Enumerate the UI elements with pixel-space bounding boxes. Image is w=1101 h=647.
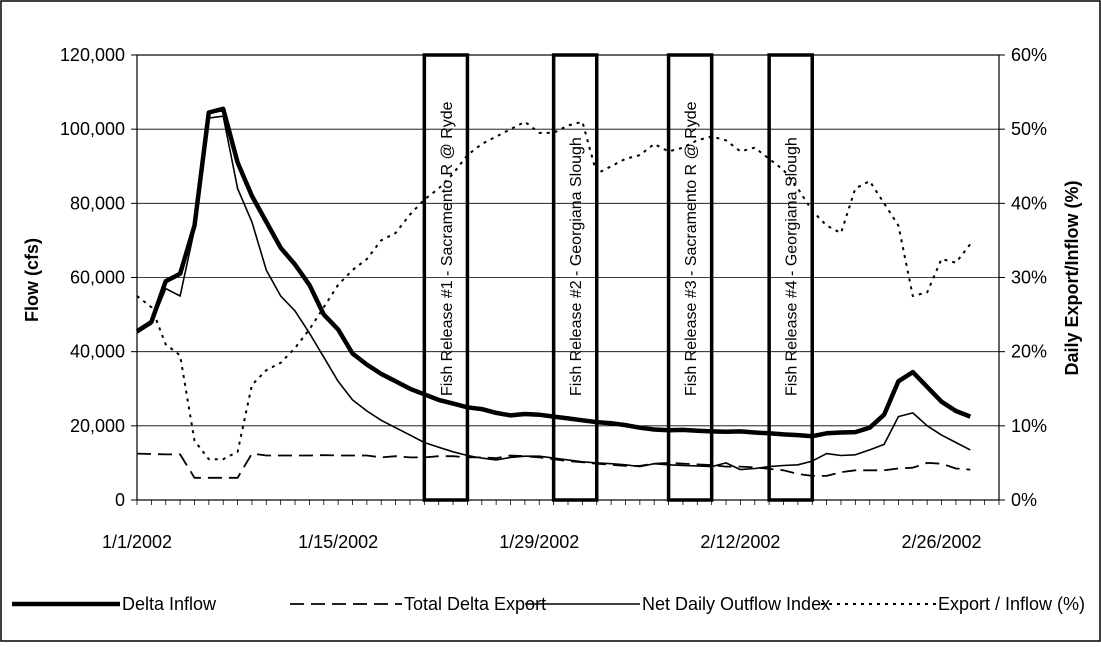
y-tick-label: 0: [115, 490, 125, 510]
legend-label: Total Delta Export: [404, 594, 546, 614]
y2-axis-title: Daily Export/Inflow (%): [1062, 180, 1082, 375]
y2-axis-ticks: 0% 10% 20% 30% 40% 50% 60%: [999, 45, 1047, 510]
x-tick-label: 2/12/2002: [700, 532, 780, 552]
fish-release-label-1: Fish Release #1 - Sacramento R @ Ryde: [439, 101, 456, 396]
x-tick-label: 1/1/2002: [102, 532, 172, 552]
legend-label: Export / Inflow (%): [938, 594, 1085, 614]
fish-release-box-4: [767, 53, 814, 502]
gridlines: [137, 128, 999, 427]
legend-label: Delta Inflow: [122, 594, 217, 614]
x-tick-label: 2/26/2002: [901, 532, 981, 552]
y-tick-label: 40,000: [70, 342, 125, 362]
y-tick-label: 120,000: [60, 45, 125, 65]
x-tick-label: 1/29/2002: [499, 532, 579, 552]
y-tick-label: 80,000: [70, 193, 125, 213]
legend: Delta Inflow Total Delta Export Net Daily …: [12, 594, 1085, 614]
y2-tick-label: 50%: [1011, 119, 1047, 139]
x-axis-ticks: 1/1/2002 1/15/2002 1/29/2002 2/12/2002 2/26/…: [102, 500, 1000, 552]
legend-label: Net Daily Outflow Index: [642, 594, 830, 614]
y2-tick-label: 40%: [1011, 193, 1047, 213]
y2-tick-label: 20%: [1011, 342, 1047, 362]
fish-release-label-3: Fish Release #3 - Sacramento R @ Ryde: [683, 101, 700, 396]
y-tick-label: 60,000: [70, 268, 125, 288]
y2-tick-label: 10%: [1011, 416, 1047, 436]
fish-release-label-4: Fish Release #4 - Georgiana Slough: [784, 137, 801, 396]
y-tick-label: 100,000: [60, 119, 125, 139]
x-tick-label: 1/15/2002: [298, 532, 378, 552]
y2-tick-label: 60%: [1011, 45, 1047, 65]
y2-tick-label: 0%: [1011, 490, 1037, 510]
fish-release-box-2: [551, 53, 599, 502]
fish-release-label-2: Fish Release #2 - Georgiana Slough: [568, 137, 585, 396]
fish-release-box-3: [666, 53, 714, 502]
y2-tick-label: 30%: [1011, 268, 1047, 288]
y-axis-ticks: 0 20,000 40,000 60,000 80,000 100,000 120,000: [60, 45, 137, 510]
fish-release-box-1: [422, 53, 470, 502]
y-axis-title: Flow (cfs): [22, 238, 42, 322]
fish-release-annotations: Fish Release #1 - Sacramento R @ Ryde Fis…: [422, 53, 814, 502]
y-tick-label: 20,000: [70, 416, 125, 436]
